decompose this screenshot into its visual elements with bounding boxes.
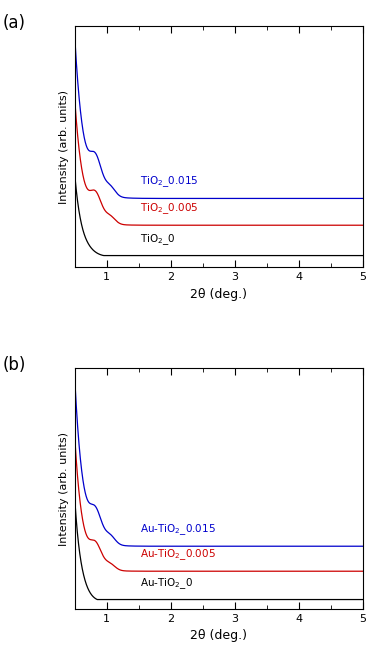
Text: (b): (b) bbox=[3, 356, 26, 374]
Text: Au-TiO$_2$_0.015: Au-TiO$_2$_0.015 bbox=[140, 522, 216, 537]
X-axis label: 2θ (deg.): 2θ (deg.) bbox=[190, 630, 247, 642]
Y-axis label: Intensity (arb. units): Intensity (arb. units) bbox=[59, 90, 69, 204]
Text: TiO$_2$_0.005: TiO$_2$_0.005 bbox=[140, 201, 199, 216]
Text: TiO$_2$_0: TiO$_2$_0 bbox=[140, 232, 176, 246]
X-axis label: 2θ (deg.): 2θ (deg.) bbox=[190, 287, 247, 301]
Y-axis label: Intensity (arb. units): Intensity (arb. units) bbox=[59, 432, 69, 545]
Text: TiO$_2$_0.015: TiO$_2$_0.015 bbox=[140, 175, 199, 189]
Text: Au-TiO$_2$_0.005: Au-TiO$_2$_0.005 bbox=[140, 547, 216, 562]
Text: Au-TiO$_2$_0: Au-TiO$_2$_0 bbox=[140, 576, 193, 591]
Text: (a): (a) bbox=[3, 15, 26, 32]
